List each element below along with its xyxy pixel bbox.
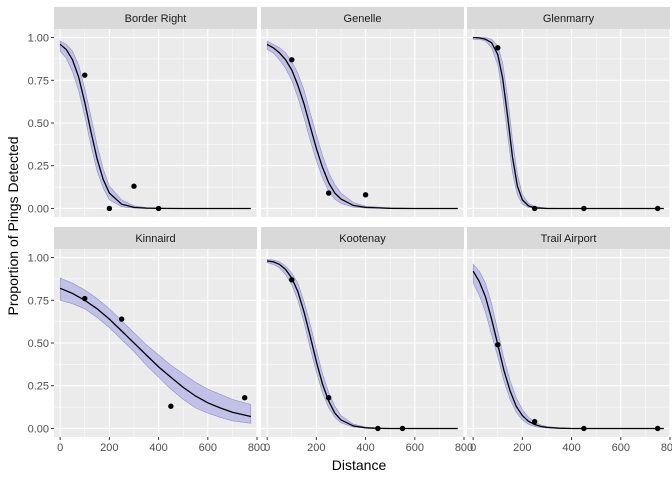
fit-line-kootenay bbox=[267, 260, 458, 430]
panel-kinnaird: Kinnaird bbox=[54, 227, 258, 437]
data-point bbox=[399, 425, 406, 432]
data-point bbox=[168, 403, 174, 409]
y-tick-label: 0.25 bbox=[28, 161, 49, 173]
strip-label-trail-airport: Trail Airport bbox=[541, 233, 597, 245]
x-tick-label: 800 bbox=[455, 442, 473, 454]
data-point bbox=[241, 394, 248, 401]
strip-label-border-right: Border Right bbox=[125, 13, 187, 25]
x-tick-label: 200 bbox=[307, 442, 325, 454]
data-point bbox=[531, 418, 538, 425]
panel-trail-airport: Trail Airport bbox=[467, 227, 671, 437]
data-point bbox=[654, 205, 661, 212]
data-point bbox=[325, 394, 332, 401]
data-point bbox=[155, 205, 162, 212]
data-point bbox=[375, 425, 381, 432]
y-tick-label: 0.00 bbox=[28, 203, 49, 215]
data-point bbox=[82, 72, 88, 78]
y-tick-label: 0.50 bbox=[28, 118, 49, 130]
y-tick-label: 0.50 bbox=[28, 338, 49, 350]
data-point bbox=[325, 190, 332, 196]
data-point bbox=[118, 316, 125, 322]
strip-kinnaird bbox=[54, 227, 257, 249]
data-point bbox=[82, 295, 88, 302]
data-point bbox=[581, 205, 587, 212]
data-point bbox=[495, 342, 501, 348]
panels-layer: Border Right Genelle Glenmarry Kinnaird Koot… bbox=[54, 7, 671, 437]
panel-genelle: Genelle bbox=[261, 7, 465, 217]
strip-label-glenmarry: Glenmarry bbox=[543, 13, 595, 25]
x-tick-label: 0 bbox=[264, 442, 270, 454]
strip-glenmarry bbox=[467, 7, 670, 29]
data-point bbox=[654, 425, 661, 432]
y-tick-label: 0.75 bbox=[28, 295, 49, 307]
x-tick-label: 600 bbox=[612, 442, 630, 454]
x-tick-label: 0 bbox=[57, 442, 63, 454]
data-point bbox=[106, 205, 113, 212]
x-tick-label: 400 bbox=[149, 442, 167, 454]
x-axis-title: Distance bbox=[332, 457, 387, 473]
fit-line-kinnaird bbox=[59, 287, 251, 418]
strip-label-genelle: Genelle bbox=[344, 13, 382, 25]
strip-label-kinnaird: Kinnaird bbox=[135, 233, 175, 245]
x-tick-label: 800 bbox=[661, 442, 672, 454]
strip-label-kootenay: Kootenay bbox=[339, 233, 386, 245]
x-tick-label: 400 bbox=[562, 442, 580, 454]
data-point bbox=[289, 57, 295, 63]
data-point bbox=[131, 183, 137, 189]
strip-trail-airport bbox=[467, 227, 670, 249]
panel-kootenay: Kootenay bbox=[261, 227, 465, 437]
x-tick-label: 400 bbox=[356, 442, 374, 454]
strip-kootenay bbox=[261, 227, 464, 249]
y-tick-label: 1.00 bbox=[28, 33, 49, 45]
confidence-ribbon-kinnaird bbox=[59, 277, 252, 424]
axes-layer: 0.00 0.25 0.50 0.75 1.00 0 200 400 600 800 0.00 0.2… bbox=[28, 33, 672, 454]
y-axis-title: Proportion of Pings Detected bbox=[5, 137, 21, 316]
y-tick-label: 0.75 bbox=[28, 75, 49, 87]
fit-line-border-right bbox=[59, 43, 251, 210]
strip-border-right bbox=[54, 7, 257, 29]
data-point bbox=[581, 425, 587, 432]
data-point bbox=[362, 192, 369, 198]
x-tick-label: 800 bbox=[248, 442, 266, 454]
y-tick-label: 0.00 bbox=[28, 423, 49, 435]
panel-border-right: Border Right bbox=[54, 7, 258, 217]
fit-line-genelle bbox=[266, 43, 458, 210]
x-tick-label: 200 bbox=[100, 442, 118, 454]
data-point bbox=[531, 205, 538, 212]
x-tick-label: 600 bbox=[199, 442, 217, 454]
data-point bbox=[495, 45, 501, 51]
y-tick-label: 0.25 bbox=[28, 381, 49, 393]
fit-line-glenmarry bbox=[473, 36, 664, 210]
x-tick-label: 0 bbox=[470, 442, 476, 454]
data-point bbox=[289, 277, 295, 283]
fit-line-trail-airport bbox=[472, 270, 664, 430]
x-tick-label: 600 bbox=[406, 442, 424, 454]
panel-glenmarry: Glenmarry bbox=[467, 7, 671, 217]
x-tick-label: 200 bbox=[513, 442, 531, 454]
strip-genelle bbox=[261, 7, 464, 29]
y-tick-label: 1.00 bbox=[28, 253, 49, 265]
